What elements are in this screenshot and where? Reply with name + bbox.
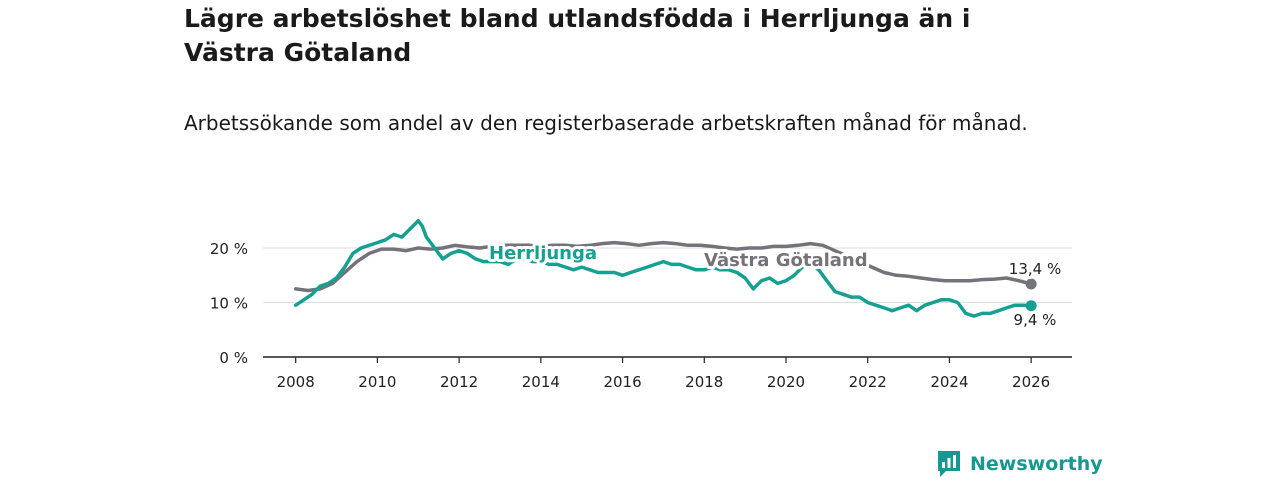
gridlines: 0 % 10 % 20 % <box>210 240 1072 367</box>
vg-end-point <box>1025 278 1037 290</box>
vg-line <box>293 240 1033 293</box>
vg-series-label: Västra Götaland <box>704 250 868 271</box>
vg-end-value-label: 13,4 % <box>1009 260 1061 278</box>
brand-name: Newsworthy <box>970 453 1103 475</box>
herrljunga-end-value-label: 9,4 % <box>1014 311 1057 329</box>
herrljunga-series-label: Herrljunga <box>489 243 597 264</box>
x-tick-label: 2016 <box>603 373 641 391</box>
newsworthy-logo[interactable]: Newsworthy <box>936 449 1103 479</box>
y-tick-label: 0 % <box>219 349 248 367</box>
series-labels: Herrljunga Västra Götaland 13,4 % 9,4 % <box>486 240 1064 332</box>
x-tick-label: 2020 <box>767 373 805 391</box>
x-axis: 2008 2010 2012 2014 2016 2018 2020 2022 2024 2026 <box>263 356 1072 391</box>
x-tick-label: 2014 <box>522 373 560 391</box>
x-tick-label: 2012 <box>440 373 478 391</box>
herrljunga-end-point <box>1025 300 1037 312</box>
x-tick-label: 2010 <box>358 373 396 391</box>
x-tick-label: 2026 <box>1012 373 1050 391</box>
x-tick-label: 2008 <box>277 373 315 391</box>
newsworthy-logo-icon <box>938 451 960 477</box>
chart-subtitle: Arbetssökande som andel av den registerb… <box>184 111 1028 135</box>
x-tick-label: 2022 <box>849 373 887 391</box>
chart-title: Lägre arbetslöshet bland utlandsfödda i … <box>184 4 971 67</box>
x-tick-label: 2018 <box>685 373 723 391</box>
series-lines <box>293 219 1037 318</box>
y-tick-label: 10 % <box>210 295 248 313</box>
x-tick-label: 2024 <box>930 373 968 391</box>
herrljunga-line <box>293 219 1033 318</box>
y-tick-label: 20 % <box>210 240 248 258</box>
